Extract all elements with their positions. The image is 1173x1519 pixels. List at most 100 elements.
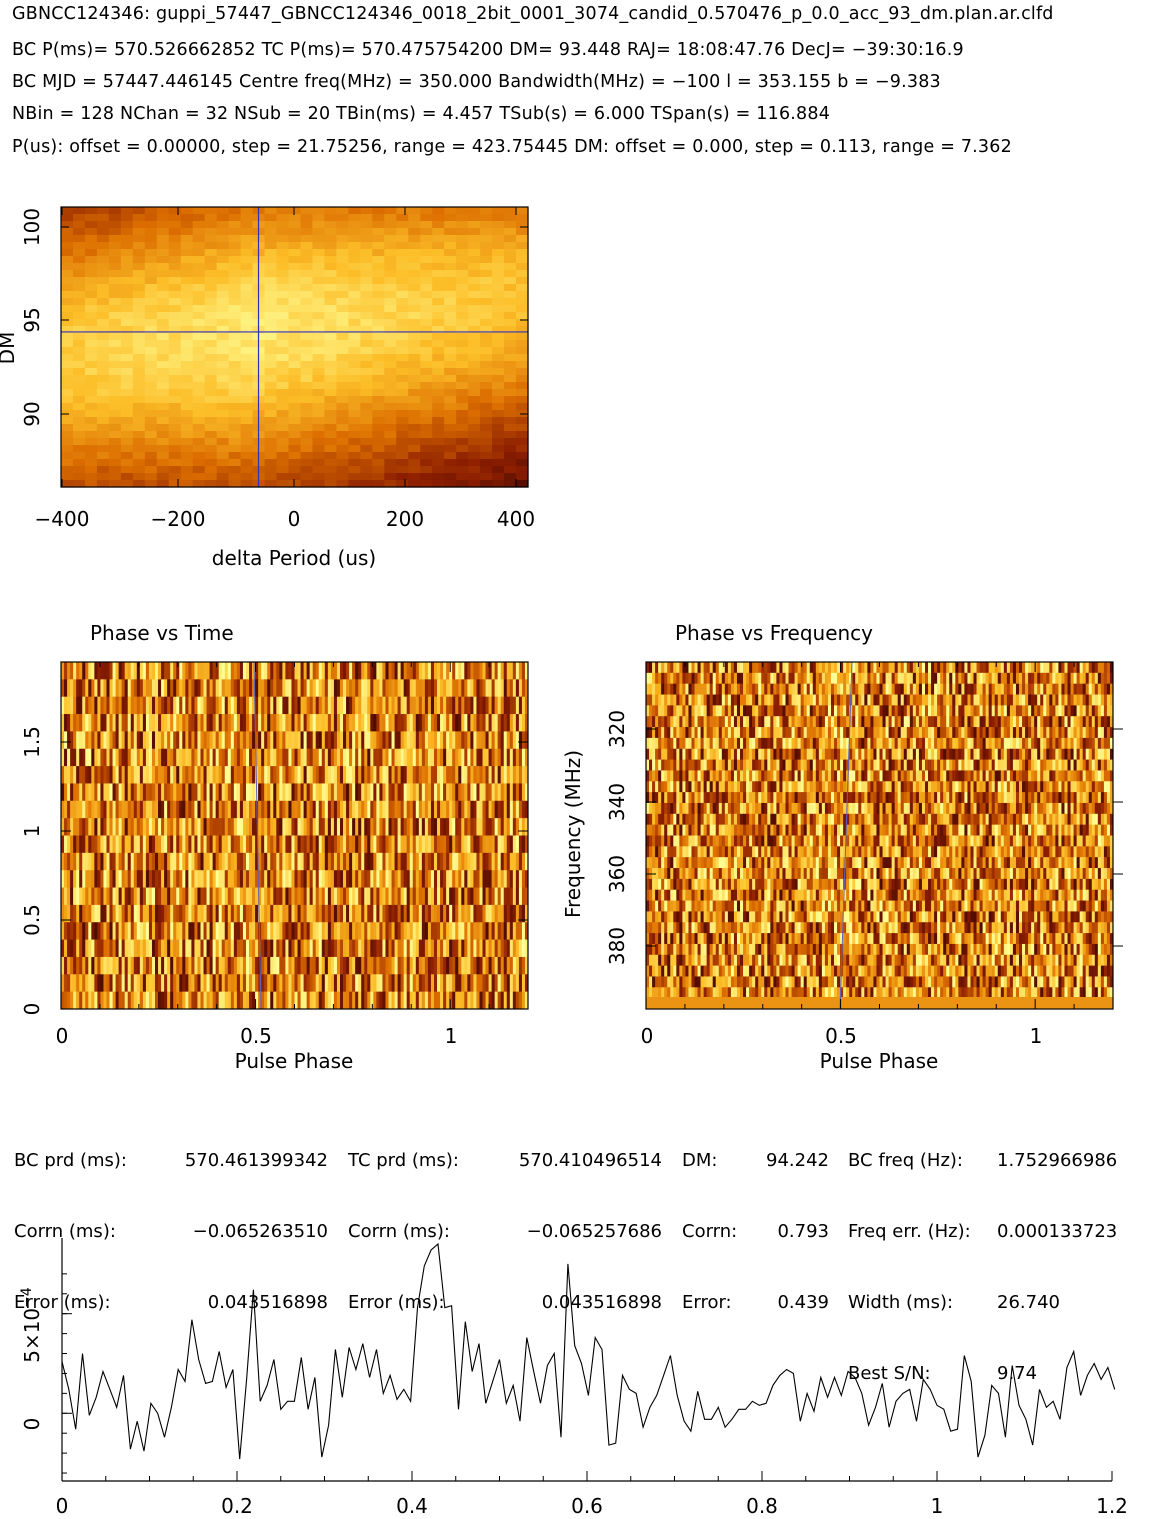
heatmap-cell — [461, 991, 465, 1010]
heatmap-cell — [84, 340, 98, 348]
heatmap-cell — [132, 417, 146, 425]
heatmap-cell — [336, 333, 349, 341]
heatmap-cell — [418, 783, 423, 802]
header-search-range-line: P(us): offset = 0.00000, step = 21.75256… — [12, 137, 1012, 157]
heatmap-cell — [121, 696, 126, 715]
heatmap-cell — [303, 696, 308, 715]
heatmap-cell — [132, 312, 146, 320]
heatmap-cell — [437, 679, 441, 698]
heatmap-cell — [270, 939, 274, 958]
heatmap-cell — [488, 939, 493, 958]
heatmap-cell — [480, 214, 493, 222]
heatmap-cell — [173, 956, 177, 975]
heatmap-cell — [61, 480, 74, 488]
y-tick-label: 1.5 — [20, 726, 44, 758]
heatmap-cell — [396, 375, 409, 383]
heatmap-cell — [264, 389, 278, 397]
heatmap-cell — [267, 974, 271, 993]
heatmap-cell — [480, 431, 493, 439]
heatmap-cell — [521, 731, 526, 750]
heatmap-cell — [443, 956, 447, 975]
heatmap-cell — [180, 312, 194, 320]
heatmap-cell — [212, 939, 217, 958]
heatmap-cell — [521, 887, 526, 906]
heatmap-cell — [240, 319, 254, 327]
heatmap-cell — [91, 904, 95, 923]
heatmap-cell — [746, 662, 750, 674]
heatmap-cell — [97, 714, 101, 732]
heatmap-cell — [103, 922, 107, 941]
heatmap-cell — [524, 922, 529, 941]
heatmap-cell — [480, 375, 493, 383]
heatmap-cell — [240, 431, 254, 439]
heatmap-cell — [376, 696, 380, 715]
heatmap-cell — [282, 991, 286, 1010]
heatmap-cell — [121, 974, 126, 993]
heatmap-cell — [120, 221, 134, 229]
heatmap-cell — [516, 235, 529, 243]
heatmap-cell — [321, 696, 326, 715]
heatmap-cell — [491, 696, 496, 715]
heatmap-cell — [108, 431, 122, 439]
heatmap-cell — [291, 991, 295, 1010]
heatmap-cell — [516, 340, 529, 348]
heatmap-cell — [497, 696, 502, 715]
heatmap-cell — [204, 347, 218, 355]
heatmap-cell — [108, 347, 122, 355]
heatmap-cell — [288, 696, 292, 715]
heatmap-cell — [279, 818, 283, 836]
heatmap-cell — [415, 904, 420, 923]
heatmap-cell — [372, 396, 385, 404]
heatmap-cell — [228, 305, 242, 313]
heatmap-cell — [1034, 662, 1038, 674]
heatmap-cell — [382, 939, 386, 958]
heatmap-cell — [400, 748, 405, 767]
heatmap-cell — [76, 696, 80, 715]
heatmap-cell — [456, 305, 469, 313]
heatmap-cell — [133, 974, 138, 993]
heatmap-cell — [515, 887, 520, 906]
heatmap-cell — [312, 887, 317, 906]
heatmap-cell — [136, 956, 141, 975]
heatmap-cell — [336, 800, 341, 819]
heatmap-cell — [70, 731, 74, 750]
heatmap-cell — [432, 214, 445, 222]
heatmap-cell — [516, 417, 529, 425]
heatmap-cell — [285, 714, 289, 732]
heatmap-cell — [482, 783, 487, 802]
heatmap-cell — [191, 818, 195, 836]
heatmap-cell — [118, 696, 123, 715]
heatmap-cell — [230, 766, 235, 784]
heatmap-cell — [384, 417, 397, 425]
heatmap-cell — [264, 800, 268, 819]
heatmap-cell — [145, 696, 150, 715]
heatmap-cell — [773, 672, 777, 685]
heatmap-cell — [303, 679, 308, 698]
heatmap-cell — [485, 904, 490, 923]
heatmap-cell — [409, 835, 414, 854]
heatmap-cell — [379, 991, 383, 1010]
heatmap-cell — [167, 748, 171, 767]
dm-period-plot: −400 −200 0 200 400 delta Period (us) 90… — [0, 206, 535, 570]
heatmap-cell — [364, 679, 368, 698]
heatmap-cell — [403, 887, 408, 906]
heatmap-cell — [242, 939, 247, 958]
heatmap-cell — [72, 305, 86, 313]
heatmap-cell — [228, 235, 242, 243]
heatmap-cell — [136, 696, 141, 715]
heatmap-cell — [488, 731, 493, 750]
heatmap-cell — [479, 731, 484, 750]
heatmap-cell — [144, 368, 158, 376]
heatmap-cell — [132, 431, 146, 439]
heatmap-cell — [61, 424, 74, 432]
heatmap-cell — [655, 672, 659, 685]
heatmap-cell — [264, 438, 278, 446]
heatmap-cell — [167, 904, 171, 923]
heatmap-cell — [112, 991, 117, 1010]
heatmap-cell — [455, 714, 459, 732]
heatmap-cell — [61, 368, 74, 376]
heatmap-cell — [324, 870, 329, 889]
heatmap-cell — [515, 766, 520, 784]
heatmap-cell — [324, 852, 329, 871]
heatmap-cell — [488, 662, 493, 680]
